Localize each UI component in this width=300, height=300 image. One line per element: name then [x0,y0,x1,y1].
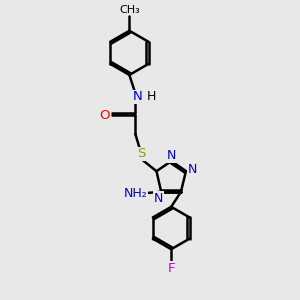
Text: S: S [137,147,146,160]
Text: N: N [154,192,163,205]
Text: H: H [147,91,156,103]
Text: N: N [167,149,176,162]
Text: N: N [133,91,142,103]
Text: O: O [100,109,110,122]
Text: NH₂: NH₂ [123,187,147,200]
Text: CH₃: CH₃ [119,4,140,14]
Text: N: N [188,163,197,176]
Text: F: F [167,262,175,275]
